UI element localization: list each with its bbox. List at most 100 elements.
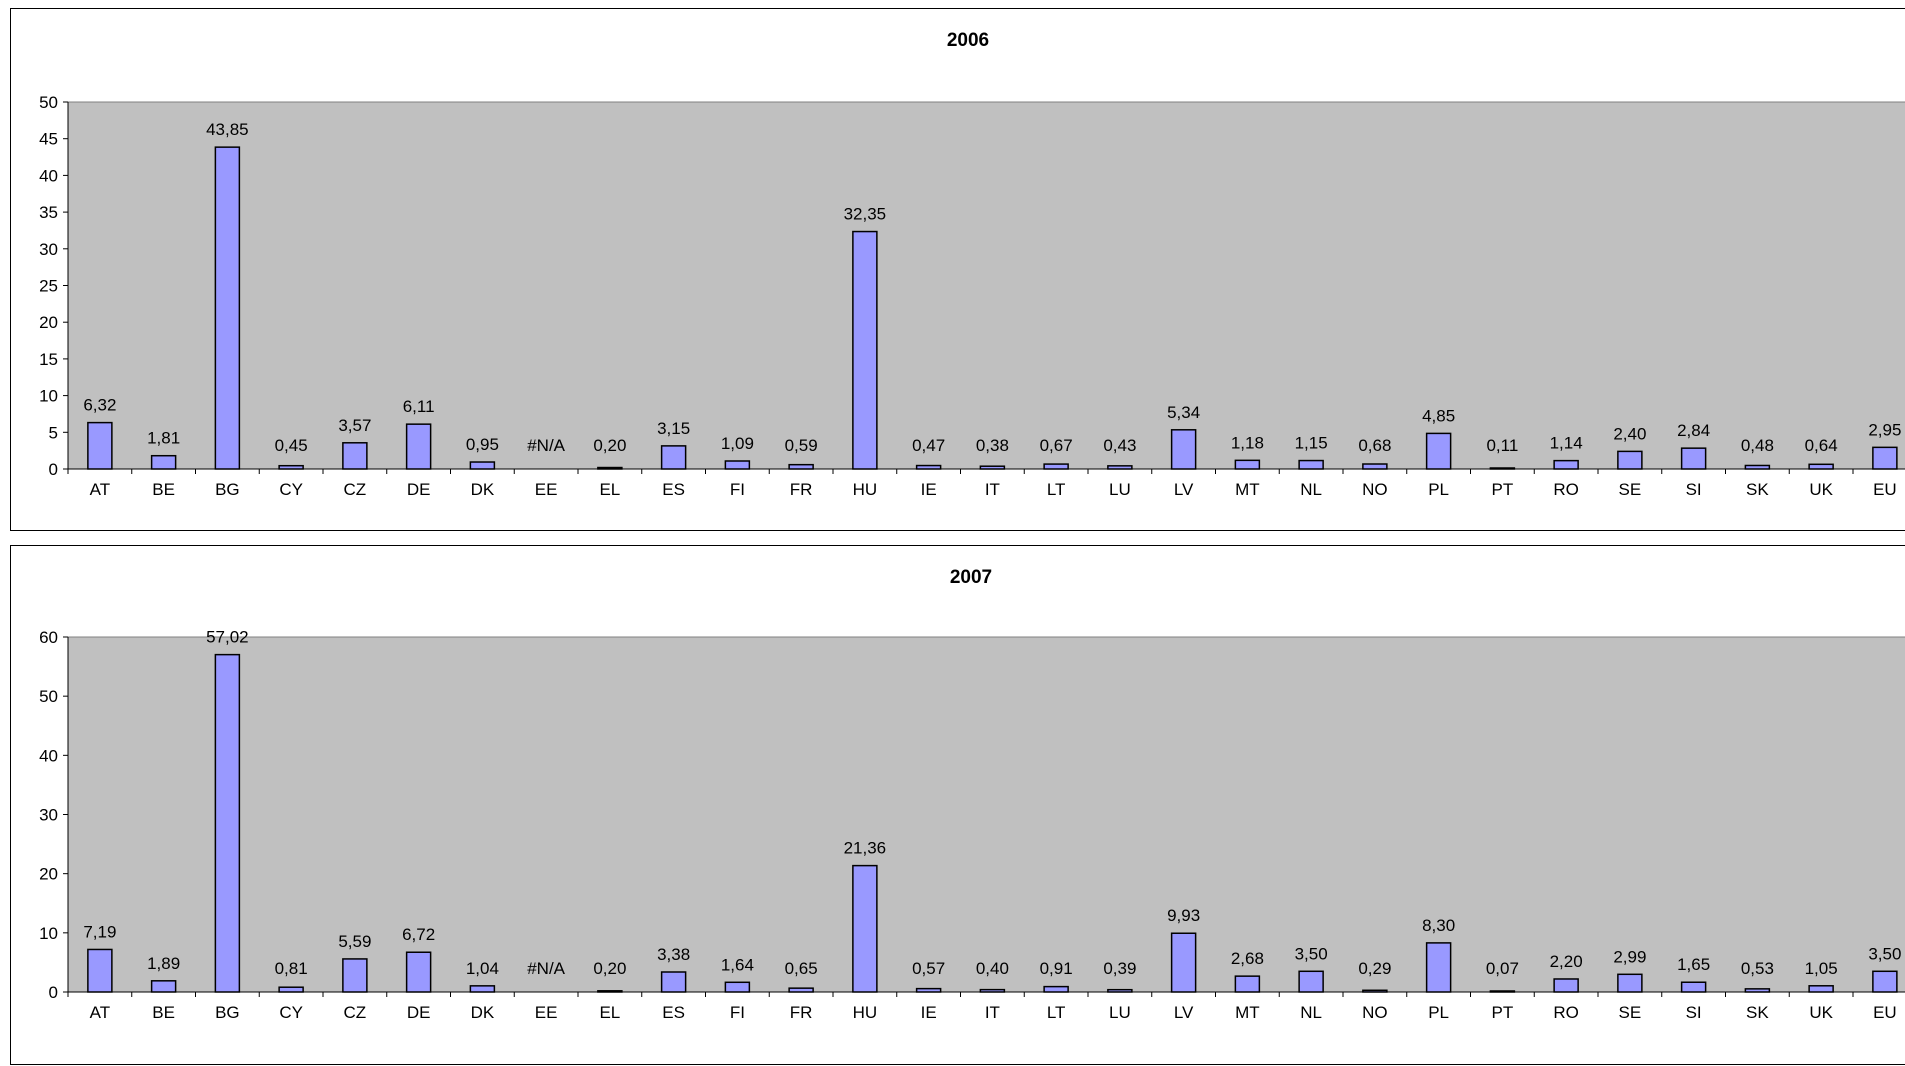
- y-tick-label: 20: [39, 313, 58, 332]
- data-label: 6,72: [402, 925, 435, 944]
- data-label: 0,67: [1040, 436, 1073, 455]
- y-tick-label: 30: [39, 806, 58, 825]
- x-tick-label: SK: [1746, 480, 1769, 499]
- data-label: 43,85: [206, 120, 249, 139]
- y-tick-label: 25: [39, 277, 58, 296]
- bar-mt: [1234, 459, 1261, 470]
- bar-si: [1680, 981, 1707, 993]
- x-tick-label: UK: [1809, 480, 1833, 499]
- bar-pt: [1489, 990, 1516, 993]
- data-label: 3,50: [1868, 944, 1901, 963]
- bar-si: [1680, 447, 1707, 470]
- data-label: #N/A: [527, 436, 565, 455]
- x-tick-label: IE: [921, 480, 937, 499]
- x-tick-label: FI: [730, 480, 745, 499]
- bar-be: [150, 454, 177, 470]
- data-label: 0,57: [912, 959, 945, 978]
- x-tick-label: BG: [215, 480, 240, 499]
- bar-es: [660, 445, 687, 470]
- x-tick-label: DE: [407, 1003, 431, 1022]
- y-tick-label: 20: [39, 865, 58, 884]
- data-label: 0,45: [275, 436, 308, 455]
- x-tick-label: SK: [1746, 1003, 1769, 1022]
- x-tick-label: SE: [1619, 1003, 1642, 1022]
- bar-ie: [915, 464, 942, 470]
- x-tick-label: MT: [1235, 1003, 1260, 1022]
- data-label: 3,57: [338, 416, 371, 435]
- x-tick-label: LT: [1047, 1003, 1066, 1022]
- bar-at: [87, 421, 113, 470]
- bar-eu: [1872, 970, 1898, 993]
- bar-fi: [724, 981, 751, 993]
- data-label: 0,43: [1103, 436, 1136, 455]
- bar-de: [405, 423, 432, 470]
- bar-lu: [1107, 465, 1133, 470]
- data-label: 0,81: [275, 959, 308, 978]
- bar-lv: [1170, 429, 1197, 470]
- bar-cz: [342, 442, 368, 470]
- bar-ro: [1553, 459, 1579, 470]
- bar-it: [979, 988, 1006, 993]
- data-label: 57,02: [206, 628, 249, 647]
- bar-lt: [1043, 463, 1069, 470]
- x-tick-label: EU: [1873, 1003, 1897, 1022]
- chart-title: 2007: [950, 567, 992, 588]
- x-tick-label: FR: [790, 480, 813, 499]
- x-tick-label: CZ: [344, 480, 367, 499]
- bar-no: [1362, 989, 1388, 993]
- bar-pl: [1425, 432, 1452, 470]
- x-tick-label: SE: [1619, 480, 1642, 499]
- x-tick-label: RO: [1553, 1003, 1579, 1022]
- data-label: 0,65: [785, 959, 818, 978]
- bar-nl: [1298, 970, 1324, 993]
- data-label: 0,91: [1040, 959, 1073, 978]
- x-tick-label: DE: [407, 480, 431, 499]
- chart-2006: 2006 0 5 10 15 20 25 30 35 40 45 50 6,32 AT 1,81 BE 43,…: [10, 8, 1905, 531]
- bar-el: [597, 990, 623, 993]
- data-label: 1,64: [721, 955, 754, 974]
- bar-uk: [1808, 985, 1834, 993]
- data-label: 0,95: [466, 435, 499, 454]
- bar-cy: [278, 986, 304, 993]
- data-label: 0,20: [593, 436, 626, 455]
- x-tick-label: FR: [790, 1003, 813, 1022]
- bar-de: [405, 951, 432, 993]
- x-tick-label: EL: [599, 1003, 620, 1022]
- x-tick-label: PL: [1428, 480, 1449, 499]
- data-label: 2,20: [1550, 952, 1583, 971]
- x-tick-label: ES: [662, 1003, 685, 1022]
- x-tick-label: NL: [1300, 1003, 1322, 1022]
- bar-cz: [342, 958, 368, 993]
- x-tick-label: FI: [730, 1003, 745, 1022]
- bar-it: [979, 465, 1006, 470]
- bar-hu: [852, 864, 878, 993]
- y-tick-label: 35: [39, 203, 58, 222]
- data-label: 1,14: [1550, 434, 1583, 453]
- x-tick-label: DK: [471, 1003, 495, 1022]
- bar-be: [150, 980, 177, 993]
- x-tick-label: PL: [1428, 1003, 1449, 1022]
- x-tick-label: CZ: [344, 1003, 367, 1022]
- data-label: 0,38: [976, 436, 1009, 455]
- bar-fr: [788, 463, 814, 470]
- x-tick-label: NO: [1362, 480, 1388, 499]
- y-tick-label: 5: [49, 423, 58, 442]
- data-label: 6,32: [83, 396, 116, 415]
- x-tick-label: EL: [599, 480, 620, 499]
- bar-cy: [278, 464, 304, 470]
- x-tick-label: LU: [1109, 1003, 1131, 1022]
- data-label: 1,04: [466, 959, 499, 978]
- bar-at: [87, 948, 113, 993]
- bar-mt: [1234, 975, 1261, 993]
- y-tick-label: 45: [39, 130, 58, 149]
- x-tick-label: LU: [1109, 480, 1131, 499]
- data-label: 0,53: [1741, 959, 1774, 978]
- bar-fr: [788, 987, 814, 993]
- bar-lv: [1170, 932, 1197, 993]
- x-tick-label: DK: [471, 480, 495, 499]
- x-tick-label: LV: [1174, 1003, 1194, 1022]
- x-tick-label: ES: [662, 480, 685, 499]
- data-label: 0,59: [785, 436, 818, 455]
- bar-fi: [724, 460, 751, 470]
- y-tick-label: 40: [39, 166, 58, 185]
